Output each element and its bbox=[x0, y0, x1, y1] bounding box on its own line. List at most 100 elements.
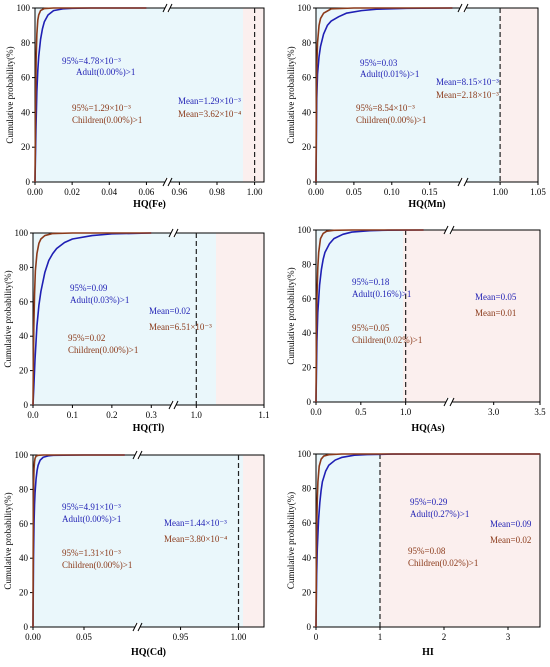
x-axis-title: HQ(Mn) bbox=[408, 199, 445, 210]
axis-break-mark bbox=[132, 622, 138, 632]
series-line-children bbox=[315, 453, 540, 628]
y-tick-label: 100 bbox=[298, 3, 312, 13]
children-mean-label: Mean=0.02 bbox=[490, 535, 531, 545]
chart-panel-4: 0 20 40 60 80 100 0.0 0.5 1.0 3.0 3.5 HQ(As) Cumulat… bbox=[286, 225, 546, 434]
y-axis-title: Cumulative probability(%) bbox=[286, 46, 296, 143]
below-threshold-region bbox=[33, 455, 243, 627]
axis-break-gap bbox=[165, 4, 170, 12]
adult-mean-label: Mean=0.02 bbox=[149, 306, 190, 316]
x-tick-label: 0.5 bbox=[355, 407, 367, 417]
children-mean-label: Mean=3.62×10⁻⁴ bbox=[178, 109, 241, 119]
y-tick-label: 20 bbox=[19, 366, 29, 376]
children-p95-label: 95%=8.54×10⁻³ bbox=[356, 103, 415, 113]
axis-break-gap bbox=[460, 4, 466, 12]
adult-p95-label: 95%=0.09 bbox=[70, 283, 108, 293]
x-tick-label: 0.10 bbox=[384, 187, 400, 197]
x-tick-label: 1.0 bbox=[400, 407, 412, 417]
series-line-adult bbox=[315, 7, 453, 183]
axis-break-gap bbox=[171, 401, 176, 409]
above-threshold-region bbox=[380, 454, 540, 627]
y-tick-label: 100 bbox=[15, 228, 29, 238]
adult-mean-label: Mean=8.15×10⁻³ bbox=[436, 77, 499, 87]
adult-mean-label: Mean=1.29×10⁻³ bbox=[178, 96, 241, 106]
series-line-children bbox=[34, 7, 147, 183]
children-mean-label: Mean=6.51×10⁻³ bbox=[149, 322, 212, 332]
x-tick-label: 3 bbox=[506, 632, 511, 642]
y-axis-title: Cumulative probability(%) bbox=[3, 492, 13, 589]
adult-mean-label: Mean=1.44×10⁻³ bbox=[164, 518, 227, 528]
y-axis-title: Cumulative probability(%) bbox=[3, 270, 13, 367]
x-tick-label: 0.0 bbox=[310, 407, 322, 417]
x-tick-label: 2 bbox=[442, 632, 447, 642]
y-tick-label: 40 bbox=[21, 107, 31, 117]
x-tick-label: 0.00 bbox=[25, 632, 41, 642]
axis-break-mark bbox=[168, 400, 174, 410]
chart-panel-1: 0 20 40 60 80 100 0.00 0.02 0.04 0.06 0.96 0.98 1.00… bbox=[5, 3, 265, 210]
axis-break-mark bbox=[443, 397, 449, 407]
adult-exceed-label: Adult(0.01%)>1 bbox=[360, 69, 419, 79]
x-tick-label: 0.06 bbox=[139, 187, 155, 197]
adult-p95-label: 95%=0.18 bbox=[352, 277, 390, 287]
x-tick-label: 0.98 bbox=[209, 187, 225, 197]
children-p95-label: 95%=1.29×10⁻³ bbox=[72, 103, 131, 113]
axis-break-mark bbox=[457, 3, 463, 13]
x-axis-title: HI bbox=[422, 647, 434, 658]
y-axis-title: Cumulative probability(%) bbox=[286, 492, 296, 589]
axis-break-gap bbox=[165, 178, 170, 186]
children-p95-label: 95%=0.02 bbox=[68, 333, 105, 343]
axis-break-mark bbox=[173, 228, 179, 238]
children-mean-label: Mean=3.80×10⁻⁴ bbox=[164, 534, 227, 544]
axis-break-gap bbox=[171, 229, 176, 237]
axis-break-mark bbox=[162, 3, 168, 13]
y-tick-label: 100 bbox=[15, 450, 29, 460]
y-tick-label: 40 bbox=[19, 331, 29, 341]
children-mean-label: Mean=2.18×10⁻³ bbox=[436, 90, 499, 100]
y-tick-label: 0 bbox=[307, 177, 312, 187]
adult-exceed-label: Adult(0.03%)>1 bbox=[70, 295, 129, 305]
y-tick-label: 0 bbox=[307, 397, 312, 407]
y-tick-label: 0 bbox=[26, 177, 31, 187]
axis-break-mark bbox=[167, 3, 173, 13]
x-tick-label: 0.04 bbox=[101, 187, 117, 197]
below-threshold-region bbox=[316, 454, 380, 627]
y-tick-label: 100 bbox=[17, 3, 31, 13]
children-exceed-label: Children(0.00%)>1 bbox=[72, 115, 142, 125]
below-threshold-region bbox=[33, 233, 216, 405]
x-tick-label: 3.5 bbox=[534, 407, 546, 417]
axis-break-gap bbox=[460, 178, 466, 186]
y-tick-label: 80 bbox=[302, 259, 312, 269]
axis-break-mark bbox=[449, 397, 455, 407]
children-p95-label: 95%=1.31×10⁻³ bbox=[62, 548, 121, 558]
children-mean-label: Mean=0.01 bbox=[475, 308, 516, 318]
above-threshold-region bbox=[500, 8, 538, 182]
axis-break-mark bbox=[443, 225, 449, 235]
chart-panel-3: 0 20 40 60 80 100 0.0 0.1 0.2 0.3 1.0 1.1 HQ(Tl) Cumu… bbox=[3, 228, 270, 434]
chart-panel-5: 0 20 40 60 80 100 0.00 0.05 0.95 1.00 HQ(Cd) Cumula… bbox=[3, 450, 265, 658]
y-tick-label: 20 bbox=[302, 587, 312, 597]
axis-break-gap bbox=[446, 226, 452, 234]
above-threshold-region bbox=[403, 230, 540, 402]
y-tick-label: 60 bbox=[302, 73, 312, 83]
series-line-children bbox=[315, 229, 424, 403]
x-tick-label: 3.0 bbox=[488, 407, 500, 417]
adult-mean-label: Mean=0.09 bbox=[490, 519, 532, 529]
x-tick-label: 0 bbox=[314, 632, 319, 642]
x-tick-label: 0.15 bbox=[422, 187, 438, 197]
chart-panel-2: 0 20 40 60 80 100 0.00 0.05 0.10 0.15 1.00 1.05 HQ(M… bbox=[286, 3, 546, 210]
adult-exceed-label: Adult(0.27%)>1 bbox=[410, 509, 469, 519]
y-axis-title: Cumulative probability(%) bbox=[286, 267, 296, 364]
y-axis-title: Cumulative probability(%) bbox=[5, 46, 15, 143]
y-tick-label: 0 bbox=[24, 400, 29, 410]
x-tick-label: 0.05 bbox=[346, 187, 362, 197]
children-exceed-label: Children(0.02%)>1 bbox=[352, 335, 422, 345]
x-tick-label: 1.05 bbox=[530, 187, 546, 197]
x-tick-label: 1.1 bbox=[258, 410, 269, 420]
adult-p95-label: 95%=0.29 bbox=[410, 497, 448, 507]
x-tick-label: 0.00 bbox=[308, 187, 324, 197]
x-tick-label: 0.02 bbox=[64, 187, 80, 197]
y-tick-label: 20 bbox=[21, 142, 31, 152]
adult-p95-label: 95%=0.03 bbox=[360, 58, 398, 68]
chart-panel-6: 0 20 40 60 80 100 0 1 2 3 HI Cumulative probability… bbox=[286, 449, 541, 658]
x-tick-label: 0.95 bbox=[173, 632, 189, 642]
